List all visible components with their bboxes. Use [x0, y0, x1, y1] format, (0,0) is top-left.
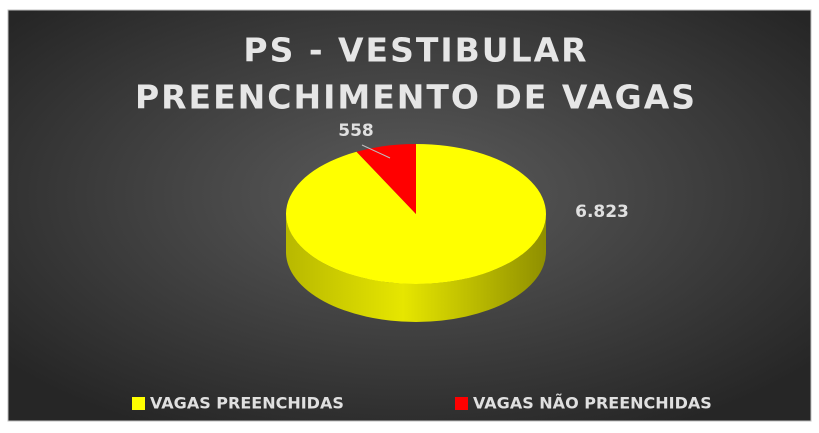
data-label: 558: [338, 121, 374, 141]
legend-label: VAGAS PREENCHIDAS: [150, 394, 344, 413]
pie-side: [286, 214, 546, 322]
legend-swatch: [132, 397, 145, 410]
chart-title: PS - VESTIBULAR: [243, 31, 588, 70]
legend-swatch: [455, 397, 468, 410]
chart-title: PREENCHIMENTO DE VAGAS: [135, 78, 697, 117]
leader-line: [361, 144, 391, 159]
legend-label: VAGAS NÃO PREENCHIDAS: [473, 394, 712, 413]
data-label: 6.823: [575, 202, 629, 222]
pie-slice: [356, 144, 416, 214]
